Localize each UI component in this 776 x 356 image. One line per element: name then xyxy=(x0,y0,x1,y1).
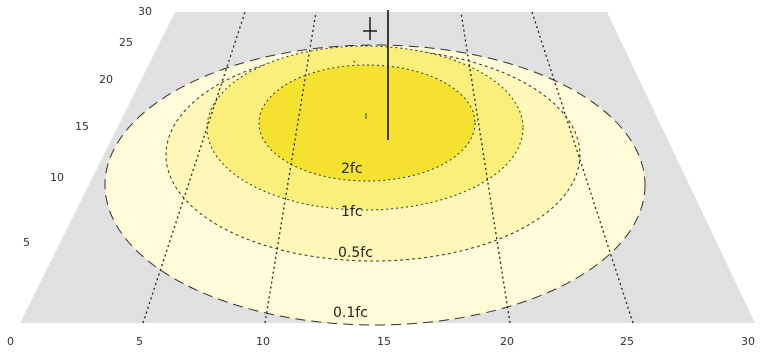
x-tick-25: 25 xyxy=(620,335,634,348)
contour-label-1fc: 1fc xyxy=(341,204,363,220)
y-tick-15: 15 xyxy=(75,120,89,133)
x-tick-30: 30 xyxy=(741,335,755,348)
luminaire-fixture: ˇ xyxy=(352,10,389,140)
x-tick-5: 5 xyxy=(136,335,143,348)
contour-label-0.1fc: 0.1fc xyxy=(333,305,368,321)
x-tick-10: 10 xyxy=(256,335,270,348)
y-tick-5: 5 xyxy=(23,236,30,249)
fixture-mark: ˇ xyxy=(352,60,357,71)
contour-label-0.5fc: 0.5fc xyxy=(338,245,373,261)
y-tick-10: 10 xyxy=(50,171,64,184)
contour-2fc-zone xyxy=(258,64,476,182)
x-tick-15: 15 xyxy=(377,335,391,348)
x-tick-0: 0 xyxy=(7,335,14,348)
x-tick-20: 20 xyxy=(500,335,514,348)
y-tick-30: 30 xyxy=(138,5,152,18)
y-tick-20: 20 xyxy=(99,73,113,86)
y-axis-ticks: 5 10 15 20 25 30 xyxy=(23,5,152,249)
contour-label-2fc: 2fc xyxy=(341,161,363,177)
y-tick-25: 25 xyxy=(119,36,133,49)
x-axis-ticks: 0 5 10 15 20 25 30 xyxy=(7,335,755,348)
